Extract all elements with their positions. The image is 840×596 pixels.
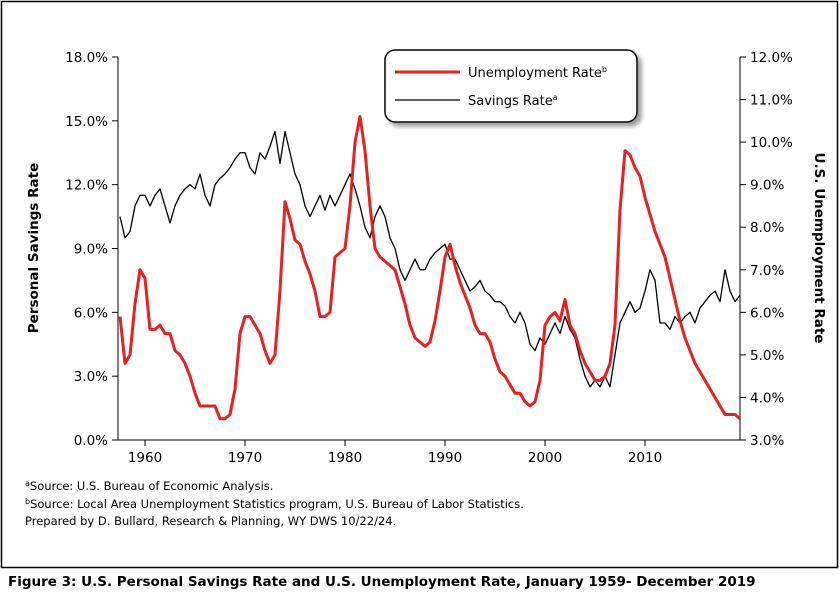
legend-note: a [553,93,558,102]
y2-tick-label: 5.0% [750,348,784,364]
x-tick-label: 1960 [128,450,162,466]
y2-tick-label: 3.0% [750,433,784,449]
y2-tick-label: 7.0% [750,263,784,279]
y2-tick-label: 12.0% [750,50,793,66]
caption: Figure 3: U.S. Personal Savings Rate and… [8,574,756,590]
y-axis-label: Personal Savings Rate [26,163,42,333]
y-tick-label: 6.0% [74,305,108,321]
footnote: aSource: U.S. Bureau of Economic Analysi… [25,479,273,493]
legend-note: b [602,65,607,74]
legend-name: Savings Rate [468,94,553,109]
frame [0,0,839,569]
footnote-text: Source: U.S. Bureau of Economic Analysis… [30,479,274,493]
x-tick-label: 1970 [228,450,262,466]
y-tick-label: 3.0% [74,369,108,385]
plot-area: 0.0% 3.0% 6.0% 9.0% 12.0% 15.0% 18.0% 3.0% 4.0% 5… [65,50,793,466]
legend: Unemployment Rateb Savings Ratea [384,49,638,123]
footnote-text: Source: Local Area Unemployment Statisti… [30,497,524,511]
legend-entry: Savings Ratea [468,93,558,109]
legend-name: Unemployment Rate [468,66,602,81]
legend-box [384,49,638,123]
x-tick-label: 2010 [628,450,662,466]
y2-tick-label: 4.0% [750,390,784,406]
y-tick-label: 0.0% [74,433,108,449]
legend-entry: Unemployment Rateb [468,65,607,81]
footnote: bSource: Local Area Unemployment Statist… [25,497,524,511]
y-tick-label: 12.0% [65,178,108,194]
x-tick-label: 1980 [328,450,362,466]
credit: Prepared by D. Bullard, Research & Plann… [25,514,396,528]
y-tick-label: 18.0% [65,50,108,66]
series-line [119,130,741,388]
x-tick-label: 2000 [528,450,562,466]
y-tick-label: 15.0% [65,114,108,130]
series-line [118,115,741,421]
y2-tick-label: 6.0% [750,305,784,321]
footnote-mark: b [25,497,30,506]
y2-tick-label: 10.0% [750,135,793,151]
y2-axis-label: U.S. Unemployment Rate [811,153,827,344]
y2-tick-label: 8.0% [750,220,784,236]
footnote-mark: a [25,479,30,488]
x-tick-label: 1990 [428,450,462,466]
y2-tick-label: 9.0% [750,178,784,194]
y-tick-label: 9.0% [74,242,108,258]
y2-tick-label: 11.0% [750,93,793,109]
